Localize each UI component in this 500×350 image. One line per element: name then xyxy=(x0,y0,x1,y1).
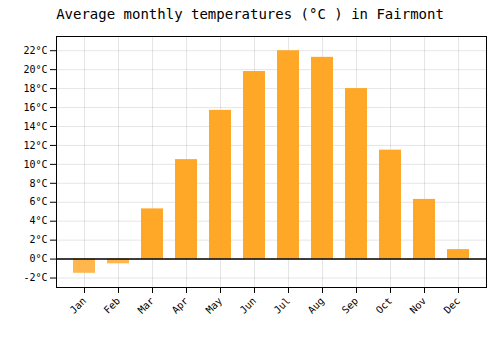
svg-text:14°C: 14°C xyxy=(23,121,47,132)
svg-text:16°C: 16°C xyxy=(23,102,47,113)
svg-text:18°C: 18°C xyxy=(23,83,47,94)
svg-text:Jul: Jul xyxy=(272,295,293,316)
svg-text:Jun: Jun xyxy=(238,295,259,316)
svg-text:Oct: Oct xyxy=(374,295,395,316)
svg-text:Dec: Dec xyxy=(442,295,463,316)
svg-text:4°C: 4°C xyxy=(29,215,47,226)
svg-text:Feb: Feb xyxy=(102,295,123,316)
svg-text:10°C: 10°C xyxy=(23,159,47,170)
svg-text:2°C: 2°C xyxy=(29,234,47,245)
svg-text:12°C: 12°C xyxy=(23,140,47,151)
svg-text:6°C: 6°C xyxy=(29,196,47,207)
svg-text:20°C: 20°C xyxy=(23,64,47,75)
svg-text:Apr: Apr xyxy=(170,295,191,316)
svg-text:Nov: Nov xyxy=(408,295,429,316)
html-text:Average monthly temperatures (: Average monthly temperatures (°C ) in Fa… xyxy=(56,6,444,22)
svg-text:8°C: 8°C xyxy=(29,178,47,189)
svg-text:22°C: 22°C xyxy=(23,45,47,56)
svg-text:-2°C: -2°C xyxy=(23,272,47,283)
svg-text:Jan: Jan xyxy=(68,295,89,316)
svg-text:Sep: Sep xyxy=(340,295,361,316)
svg-text:0°C: 0°C xyxy=(29,253,47,264)
svg-text:Aug: Aug xyxy=(306,295,327,316)
svg-text:Mar: Mar xyxy=(136,295,157,316)
svg-text:May: May xyxy=(204,295,225,316)
